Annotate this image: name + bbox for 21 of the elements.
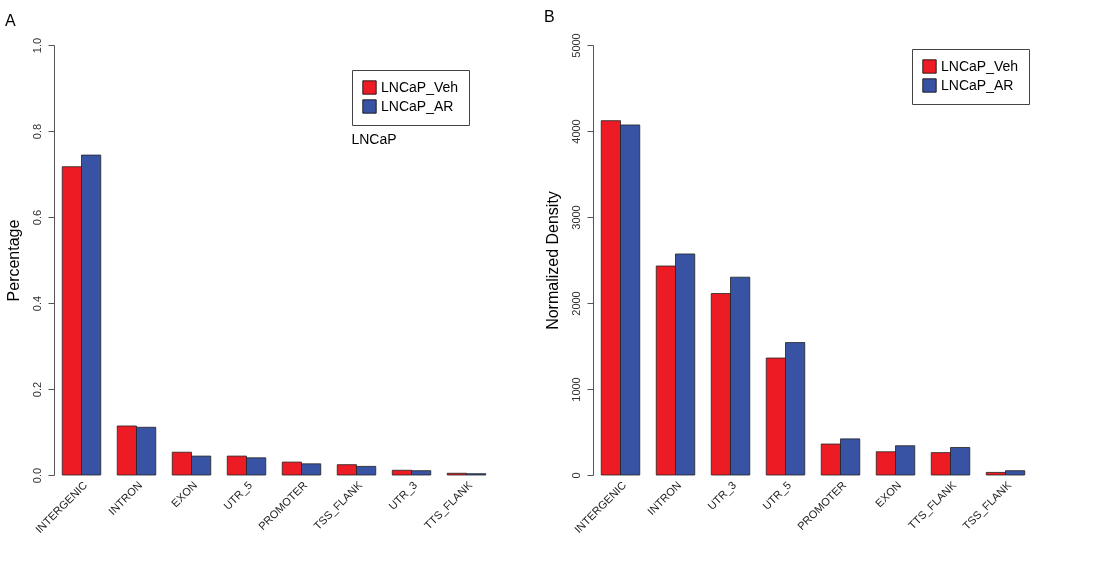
legend-label: LNCaP_Veh — [381, 78, 459, 95]
y-tick-label: 1.0 — [30, 37, 43, 54]
y-tick-label: 1000 — [569, 377, 582, 402]
y-tick-label: 3000 — [569, 205, 582, 230]
y-tick-label: 2000 — [569, 291, 582, 316]
chart-title: B — [544, 7, 555, 25]
y-tick-label: 5000 — [569, 33, 582, 58]
y-tick-label: 0.6 — [30, 209, 43, 226]
y-axis-title: Percentage — [4, 219, 22, 302]
y-tick-label: 0 — [569, 472, 582, 479]
y-tick-label: 0.0 — [30, 467, 43, 484]
legend-label: LNCaP_AR — [941, 76, 1014, 93]
y-tick-label: 0.2 — [30, 381, 43, 398]
y-tick-label: 0.4 — [30, 295, 43, 312]
legend-label: LNCaP_AR — [381, 97, 454, 114]
legend-label: LNCaP_Veh — [941, 57, 1019, 74]
y-axis-title: Normalized Density — [543, 191, 561, 330]
annotation: LNCaP — [351, 131, 397, 147]
y-tick-label: 4000 — [569, 119, 582, 144]
y-tick-label: 0.8 — [30, 123, 43, 140]
chart-title: A — [5, 12, 16, 30]
